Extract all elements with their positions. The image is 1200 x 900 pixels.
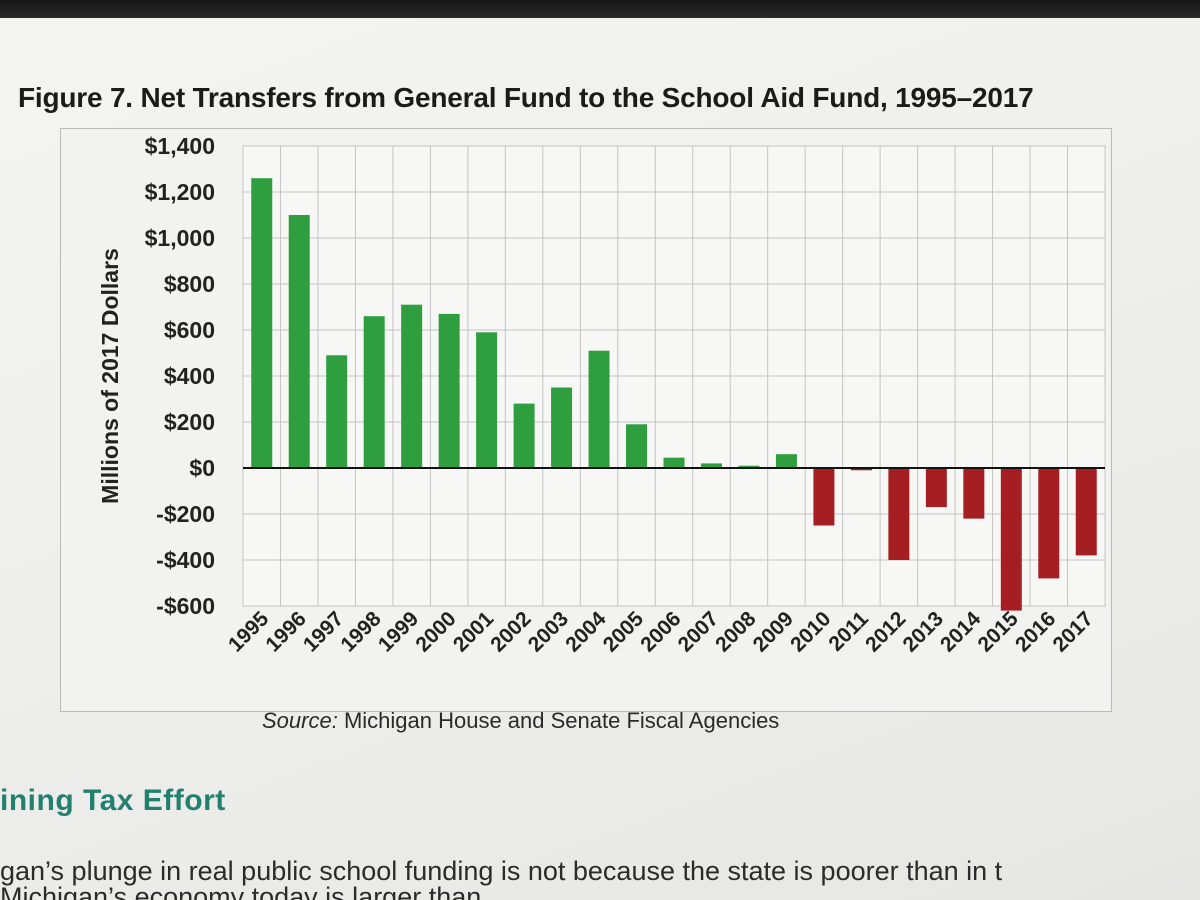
x-tick-label: 2008 <box>711 607 761 657</box>
x-tick-label: 2017 <box>1048 607 1097 656</box>
bar-2006 <box>663 457 685 468</box>
body-text-line: gan’s plunge in real public school fundi… <box>0 856 1003 886</box>
y-tick-label: $1,000 <box>145 225 215 251</box>
x-tick-label: 2007 <box>674 607 723 656</box>
bar-1995 <box>251 178 273 468</box>
bar-1997 <box>326 355 348 468</box>
x-tick-label: 1998 <box>336 607 386 657</box>
x-tick-label: 2000 <box>411 607 460 656</box>
bar-2001 <box>476 332 498 468</box>
bar-1996 <box>288 215 310 468</box>
x-tick-label: 2011 <box>824 607 873 656</box>
x-tick-label: 2003 <box>524 607 573 656</box>
body-text-line-partial: Michigan’s economy today is larger than <box>0 884 482 900</box>
x-tick-label: 2009 <box>749 607 798 656</box>
bar-1999 <box>401 304 423 468</box>
bar-2005 <box>626 424 648 468</box>
x-tick-label: 2004 <box>561 607 611 657</box>
y-tick-label: -$600 <box>156 593 215 619</box>
bar-2014 <box>963 468 985 519</box>
x-tick-label: 1997 <box>299 607 348 656</box>
bar-2007 <box>700 463 722 468</box>
section-heading: ining Tax Effort <box>0 784 226 817</box>
source-text: Michigan House and Senate Fiscal Agencie… <box>337 708 780 733</box>
bar-2004 <box>588 350 610 468</box>
bar-1998 <box>363 316 385 468</box>
x-tick-label: 2015 <box>974 607 1024 657</box>
figure-source: Source: Michigan House and Senate Fiscal… <box>262 708 779 734</box>
y-tick-label: $1,400 <box>145 133 215 159</box>
x-tick-label: 2016 <box>1011 607 1060 656</box>
bar-2012 <box>888 468 910 560</box>
monitor-bezel <box>0 0 1200 18</box>
bar-2008 <box>738 465 760 468</box>
x-tick-label: 1995 <box>224 607 274 657</box>
x-tick-label: 2002 <box>486 607 535 656</box>
bar-2002 <box>513 403 535 468</box>
bar-2017 <box>1075 468 1097 556</box>
bar-2009 <box>775 454 797 468</box>
bar-2000 <box>438 313 460 468</box>
x-tick-label: 2010 <box>786 607 835 656</box>
bar-2003 <box>551 387 573 468</box>
y-tick-label: $400 <box>164 363 215 389</box>
figure-title: Figure 7. Net Transfers from General Fun… <box>18 82 1034 113</box>
y-tick-label: $0 <box>189 455 215 481</box>
bar-2016 <box>1038 468 1060 579</box>
y-tick-label: $800 <box>164 271 215 297</box>
x-tick-label: 2012 <box>861 607 910 656</box>
x-tick-label: 1999 <box>374 607 423 656</box>
x-tick-label: 2005 <box>599 607 649 657</box>
x-tick-label: 1996 <box>261 607 310 656</box>
x-tick-label: 2014 <box>936 607 986 657</box>
bar-2011 <box>850 468 872 471</box>
y-tick-label: $200 <box>164 409 215 435</box>
y-tick-label: $1,200 <box>145 179 215 205</box>
bar-2013 <box>925 468 947 508</box>
x-tick-label: 2013 <box>899 607 948 656</box>
bar-2010 <box>813 468 835 526</box>
y-tick-label: -$200 <box>156 501 215 527</box>
source-lead: Source: <box>262 708 338 733</box>
x-tick-label: 2006 <box>636 607 685 656</box>
y-axis-label: Millions of 2017 Dollars <box>97 248 123 504</box>
y-tick-label: $600 <box>164 317 215 343</box>
y-tick-label: -$400 <box>156 547 215 573</box>
x-tick-label: 2001 <box>449 607 499 657</box>
bar-2015 <box>1000 468 1022 611</box>
